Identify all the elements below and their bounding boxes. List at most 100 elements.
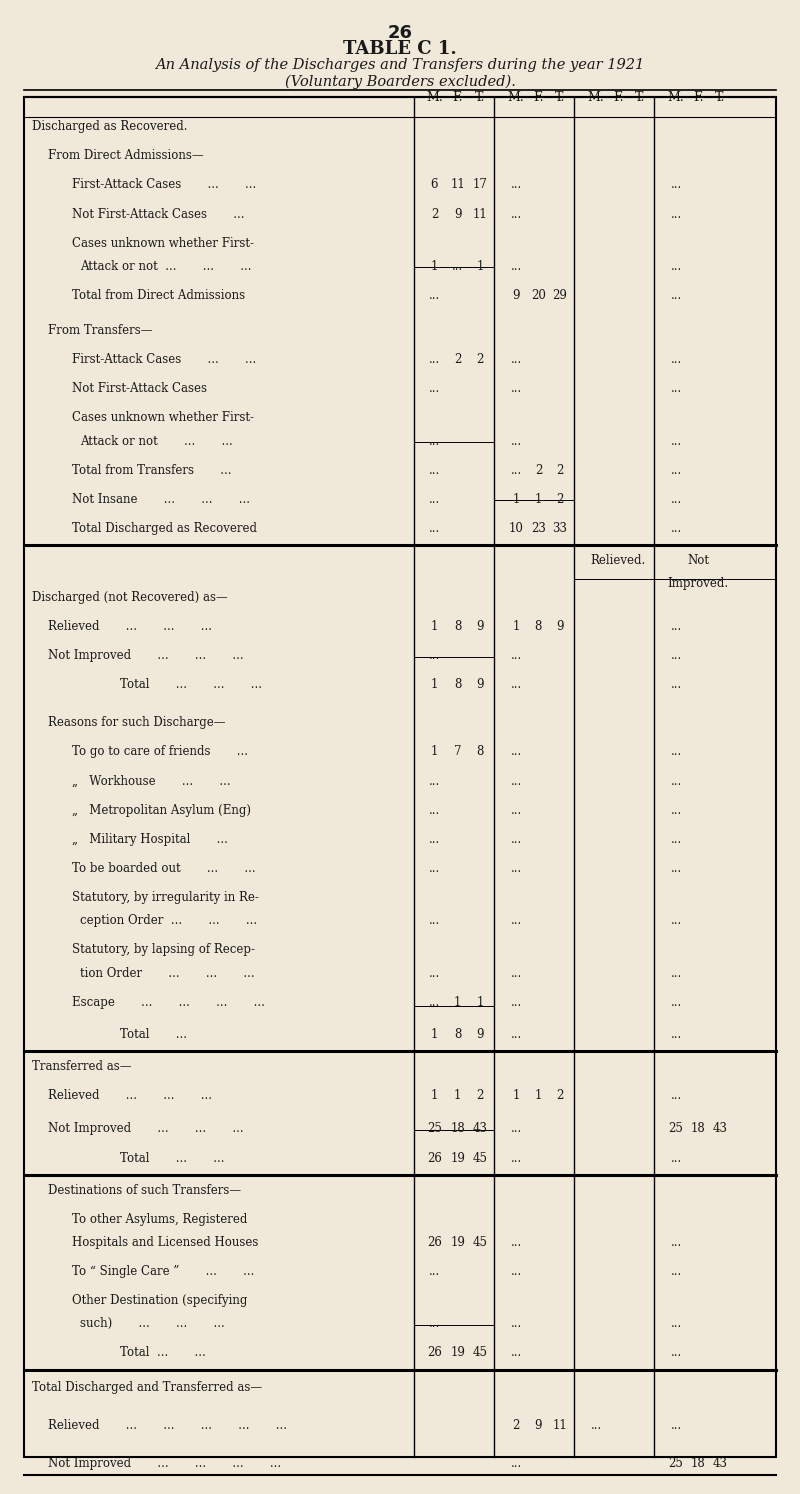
Text: T.: T. <box>475 91 485 105</box>
Text: ...: ... <box>510 260 522 273</box>
Text: ...: ... <box>510 208 522 221</box>
Text: Cases unknown whether First-: Cases unknown whether First- <box>72 411 254 424</box>
Text: Relieved.: Relieved. <box>590 554 646 568</box>
Text: Attack or not  ...       ...       ...: Attack or not ... ... ... <box>80 260 251 273</box>
Text: 6: 6 <box>430 178 438 191</box>
Text: ...: ... <box>429 353 440 366</box>
Text: Escape       ...       ...       ...       ...: Escape ... ... ... ... <box>72 995 265 1008</box>
Text: ...: ... <box>510 650 522 662</box>
Text: 1: 1 <box>454 995 462 1008</box>
Text: ...: ... <box>429 914 440 928</box>
Text: 9: 9 <box>476 620 484 633</box>
Text: ...: ... <box>429 804 440 817</box>
Text: 9: 9 <box>556 620 564 633</box>
Text: ...: ... <box>429 493 440 506</box>
Text: 11: 11 <box>450 178 465 191</box>
Text: „   Metropolitan Asylum (Eng): „ Metropolitan Asylum (Eng) <box>72 804 251 817</box>
Text: 45: 45 <box>473 1346 487 1360</box>
Text: 26: 26 <box>427 1346 442 1360</box>
Text: 1: 1 <box>430 1089 438 1103</box>
Text: F.: F. <box>613 91 624 105</box>
Text: To other Asylums, Registered: To other Asylums, Registered <box>72 1213 247 1225</box>
Text: M.: M. <box>426 91 442 105</box>
Text: F.: F. <box>693 91 704 105</box>
Text: Not Insane       ...       ...       ...: Not Insane ... ... ... <box>72 493 250 506</box>
Text: Not: Not <box>687 554 709 568</box>
Text: ...: ... <box>510 774 522 787</box>
Text: Other Destination (specifying: Other Destination (specifying <box>72 1294 247 1307</box>
Text: Hospitals and Licensed Houses: Hospitals and Licensed Houses <box>72 1236 258 1249</box>
Text: ...: ... <box>429 435 440 448</box>
Text: 8: 8 <box>454 620 462 633</box>
Text: 1: 1 <box>534 1089 542 1103</box>
Text: ...: ... <box>670 260 682 273</box>
Text: ...: ... <box>670 804 682 817</box>
Text: ...: ... <box>510 862 522 875</box>
Text: ...: ... <box>510 832 522 846</box>
Text: ...: ... <box>510 1457 522 1470</box>
Text: 9: 9 <box>454 208 462 221</box>
Text: 9: 9 <box>534 1419 542 1433</box>
Text: Cases unknown whether First-: Cases unknown whether First- <box>72 236 254 249</box>
Text: Statutory, by irregularity in Re-: Statutory, by irregularity in Re- <box>72 890 259 904</box>
Text: ...: ... <box>510 804 522 817</box>
Text: ...: ... <box>429 521 440 535</box>
Text: 1: 1 <box>512 1089 520 1103</box>
Text: ...: ... <box>429 650 440 662</box>
Text: 8: 8 <box>454 1028 462 1041</box>
Text: Discharged (not Recovered) as—: Discharged (not Recovered) as— <box>32 592 228 604</box>
Text: Not Improved       ...       ...       ...: Not Improved ... ... ... <box>48 1122 244 1135</box>
Text: ...: ... <box>429 774 440 787</box>
Text: 26: 26 <box>427 1236 442 1249</box>
Text: ...: ... <box>510 1318 522 1330</box>
Text: ...: ... <box>510 463 522 477</box>
Text: Total Discharged and Transferred as—: Total Discharged and Transferred as— <box>32 1382 262 1394</box>
Text: Not Improved       ...       ...       ...       ...: Not Improved ... ... ... ... <box>48 1457 281 1470</box>
Text: ...: ... <box>670 995 682 1008</box>
Text: ...: ... <box>510 995 522 1008</box>
Text: ...: ... <box>670 1028 682 1041</box>
Text: 26: 26 <box>427 1152 442 1165</box>
Text: ...: ... <box>670 463 682 477</box>
Text: ...: ... <box>429 288 440 302</box>
Text: ...: ... <box>590 1419 602 1433</box>
Text: 20: 20 <box>531 288 546 302</box>
Text: Total from Transfers       ...: Total from Transfers ... <box>72 463 231 477</box>
Text: 26: 26 <box>387 24 413 42</box>
Text: ...: ... <box>670 862 682 875</box>
Text: „   Military Hospital       ...: „ Military Hospital ... <box>72 832 228 846</box>
Text: M.: M. <box>668 91 684 105</box>
Text: 8: 8 <box>534 620 542 633</box>
Text: ...: ... <box>670 832 682 846</box>
Text: ...: ... <box>670 914 682 928</box>
Text: 8: 8 <box>476 746 484 759</box>
Text: Total Discharged as Recovered: Total Discharged as Recovered <box>72 521 257 535</box>
Text: M.: M. <box>588 91 604 105</box>
Text: 2: 2 <box>430 208 438 221</box>
Text: Improved.: Improved. <box>667 577 729 590</box>
Text: 9: 9 <box>476 678 484 692</box>
Text: ...: ... <box>510 435 522 448</box>
Text: 10: 10 <box>509 521 523 535</box>
Text: 18: 18 <box>691 1122 706 1135</box>
Text: 1: 1 <box>476 995 484 1008</box>
Text: ...: ... <box>429 832 440 846</box>
Text: 18: 18 <box>450 1122 465 1135</box>
Text: ...: ... <box>510 1265 522 1277</box>
Text: 1: 1 <box>512 620 520 633</box>
Text: Not First-Attack Cases: Not First-Attack Cases <box>72 382 207 396</box>
Text: 45: 45 <box>473 1152 487 1165</box>
Text: 7: 7 <box>454 746 462 759</box>
Text: T.: T. <box>555 91 565 105</box>
Text: 43: 43 <box>713 1122 727 1135</box>
Text: 25: 25 <box>669 1122 683 1135</box>
Text: 9: 9 <box>476 1028 484 1041</box>
Text: Not First-Attack Cases       ...: Not First-Attack Cases ... <box>72 208 245 221</box>
Text: Transferred as—: Transferred as— <box>32 1059 131 1073</box>
Text: 8: 8 <box>454 678 462 692</box>
Text: ...: ... <box>670 650 682 662</box>
Text: ...: ... <box>510 1152 522 1165</box>
Text: F.: F. <box>533 91 544 105</box>
Text: 19: 19 <box>450 1152 465 1165</box>
Text: 2: 2 <box>476 1089 484 1103</box>
